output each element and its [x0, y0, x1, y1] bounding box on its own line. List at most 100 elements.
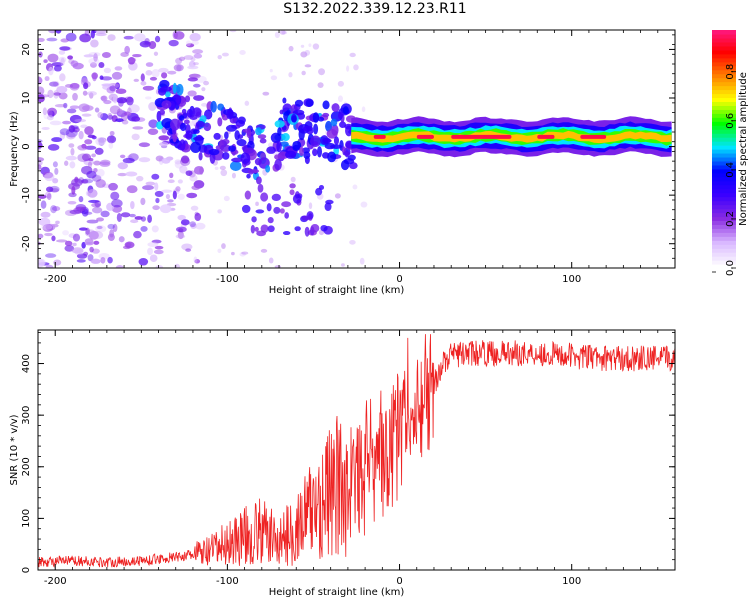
signal-blob	[190, 141, 201, 153]
colorbar-segment	[712, 113, 736, 118]
noise-blob	[92, 174, 102, 182]
noise-blob	[124, 241, 135, 249]
noise-blob	[84, 242, 94, 246]
snr-ylabel: SNR (10 * v/v)	[9, 414, 20, 485]
noise-blob	[193, 256, 198, 264]
noise-blob	[269, 68, 273, 73]
noise-blob	[48, 30, 57, 34]
noise-blob	[126, 107, 132, 117]
noise-blob	[126, 96, 134, 106]
noise-blob	[56, 239, 68, 243]
signal-blob	[312, 112, 320, 123]
signal-blob	[313, 123, 319, 135]
noise-blob	[174, 160, 184, 169]
noise-blob	[186, 192, 198, 199]
noise-blob	[255, 201, 259, 207]
noise-blob	[70, 147, 75, 156]
noise-blob	[194, 259, 201, 264]
signal-blob	[338, 111, 344, 120]
noise-blob	[62, 230, 70, 236]
noise-blob	[65, 128, 78, 138]
noise-blob	[87, 188, 98, 198]
colorbar-segment	[712, 109, 736, 114]
noise-blob	[108, 142, 114, 149]
signal-blob	[282, 231, 291, 236]
signal-blob	[228, 145, 236, 152]
noise-blob	[109, 85, 117, 92]
signal-blob	[276, 140, 282, 153]
noise-blob	[196, 75, 207, 83]
noise-blob	[88, 57, 100, 65]
noise-blob	[42, 107, 47, 116]
noise-blob	[231, 172, 236, 179]
colorbar-segment	[712, 49, 736, 55]
signal-peak	[416, 134, 434, 139]
signal-blob	[324, 202, 332, 211]
colorbar-tick-label: 0.6	[725, 113, 736, 129]
noise-blob	[38, 157, 45, 162]
noise-blob	[44, 76, 50, 82]
noise-blob	[274, 31, 280, 39]
noise-blob	[318, 68, 326, 76]
noise-blob	[145, 181, 156, 186]
noise-blob	[91, 206, 103, 214]
noise-blob	[49, 185, 60, 193]
noise-blob	[58, 50, 66, 55]
noise-blob	[138, 258, 149, 266]
noise-blob	[55, 30, 62, 34]
noise-blob	[187, 90, 197, 97]
noise-blob	[145, 62, 154, 67]
colorbar-segment	[712, 121, 736, 126]
noise-blob	[52, 161, 58, 168]
snr-ytick-label: 100	[21, 509, 32, 528]
noise-blob	[47, 144, 60, 151]
noise-blob	[107, 223, 115, 230]
noise-blob	[198, 152, 203, 161]
spectrogram-frame	[37, 29, 676, 269]
spectrogram-marks	[38, 30, 672, 268]
noise-blob	[176, 226, 187, 233]
noise-blob	[149, 76, 158, 81]
noise-blob	[84, 126, 94, 136]
noise-blob	[49, 81, 59, 87]
noise-blob	[147, 214, 152, 223]
noise-blob	[90, 258, 101, 264]
noise-blob	[190, 205, 199, 211]
noise-blob	[154, 35, 161, 43]
noise-blob	[116, 212, 122, 222]
signal-blob	[195, 120, 205, 128]
noise-blob	[199, 166, 204, 175]
signal-peak	[537, 134, 555, 139]
signal-blob	[251, 216, 257, 223]
noise-blob	[268, 257, 274, 264]
signal-blob	[266, 203, 272, 212]
noise-blob	[59, 131, 66, 140]
noise-blob	[203, 80, 210, 86]
noise-blob	[91, 72, 98, 80]
noise-blob	[161, 157, 171, 164]
noise-blob	[109, 105, 121, 115]
colorbar-segment	[712, 41, 736, 47]
signal-blob	[159, 79, 170, 89]
noise-blob	[91, 231, 104, 240]
noise-blob	[84, 145, 97, 150]
noise-blob	[74, 249, 84, 256]
colorbar-segment	[712, 69, 736, 75]
noise-blob	[130, 219, 139, 224]
noise-blob	[229, 30, 237, 33]
signal-blob	[265, 165, 271, 173]
noise-blob	[38, 164, 42, 170]
noise-blob	[59, 46, 71, 51]
signal-blob	[279, 109, 284, 115]
noise-blob	[95, 30, 107, 35]
noise-blob	[120, 212, 131, 218]
noise-blob	[83, 82, 89, 90]
noise-blob	[91, 153, 97, 158]
noise-blob	[133, 78, 140, 82]
noise-blob	[177, 230, 184, 240]
colorbar-segment	[712, 168, 736, 174]
noise-blob	[217, 248, 222, 254]
colorbar-segment	[712, 117, 736, 122]
signal-blob	[271, 193, 281, 202]
noise-blob	[79, 33, 92, 43]
